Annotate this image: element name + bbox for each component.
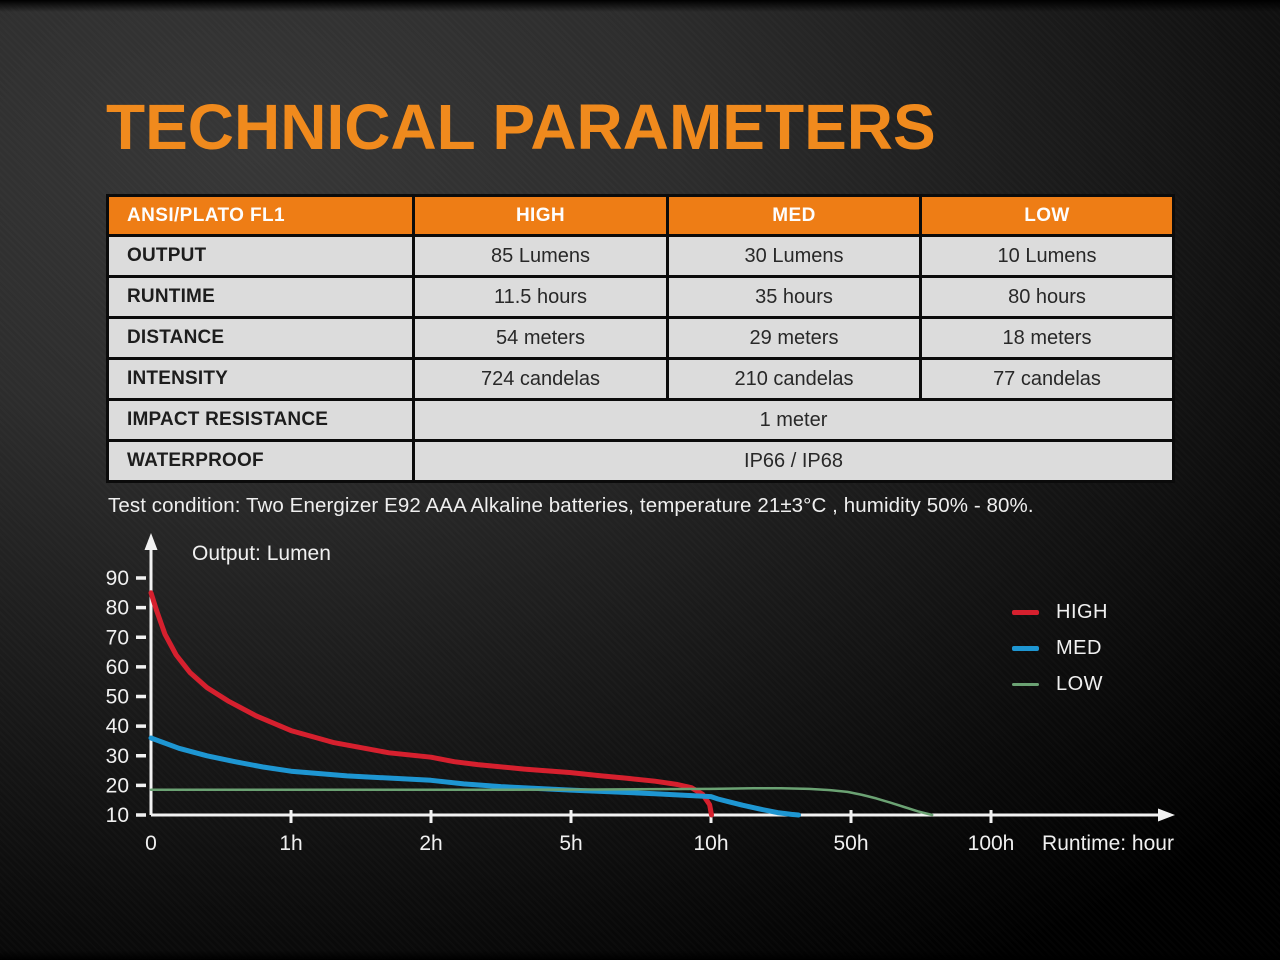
legend-label-med: MED <box>1056 636 1102 659</box>
row-label: IMPACT RESISTANCE <box>106 398 415 442</box>
table-cell: 724 candelas <box>412 357 669 401</box>
table-cell: 10 Lumens <box>919 234 1175 278</box>
y-tick-label: 90 <box>106 567 129 590</box>
page-title: TECHNICAL PARAMETERS <box>106 91 936 163</box>
test-condition-text: Test condition: Two Energizer E92 AAA Al… <box>108 494 1034 517</box>
table-cell: 11.5 hours <box>412 275 669 319</box>
table-header-label: ANSI/PLATO FL1 <box>106 194 415 237</box>
y-tick-label: 30 <box>106 745 129 768</box>
runtime-chart: 10 20 30 40 50 60 70 80 90 0 1h 2h 5h 10h 50h 100h Outpu… <box>106 533 1175 855</box>
x-tick-label: 100h <box>968 832 1015 855</box>
table-cell: 80 hours <box>919 275 1175 319</box>
table-cell-span: IP66 / IP68 <box>412 439 1175 483</box>
x-tick-label: 5h <box>559 832 582 855</box>
y-tick-label: 40 <box>106 715 129 738</box>
legend-swatch-high <box>1012 609 1039 615</box>
x-tick-label: 10h <box>693 832 728 855</box>
table-row-intensity: INTENSITY 724 candelas 210 candelas 77 c… <box>106 357 1175 401</box>
legend-item-med: MED <box>1012 637 1108 659</box>
x-axis-arrow-icon <box>1158 808 1175 822</box>
table-cell: 29 meters <box>666 316 922 360</box>
table-cell: 85 Lumens <box>412 234 669 278</box>
x-axis-title: Runtime: hour <box>1042 832 1174 855</box>
row-label: DISTANCE <box>106 316 415 360</box>
legend-swatch-low <box>1012 682 1039 686</box>
x-tick-label: 2h <box>419 832 442 855</box>
y-tick-label: 50 <box>106 686 129 709</box>
series-line-low <box>149 787 934 817</box>
chart-title: Output: Lumen <box>192 542 331 565</box>
legend-swatch-med <box>1012 645 1039 651</box>
row-label: WATERPROOF <box>106 439 415 483</box>
legend-item-low: LOW <box>1012 673 1108 695</box>
y-tick-label: 70 <box>106 626 129 649</box>
table-header-low: LOW <box>919 194 1175 237</box>
y-axis-arrow-icon <box>144 533 158 550</box>
row-label: RUNTIME <box>106 275 415 319</box>
x-tick-label: 0 <box>145 832 157 855</box>
table-cell-span: 1 meter <box>412 398 1175 442</box>
row-label: INTENSITY <box>106 357 415 401</box>
table-row-output: OUTPUT 85 Lumens 30 Lumens 10 Lumens <box>106 234 1175 278</box>
table-cell: 54 meters <box>412 316 669 360</box>
x-tick-label: 50h <box>833 832 868 855</box>
table-header-row: ANSI/PLATO FL1 HIGH MED LOW <box>106 194 1175 237</box>
chart-legend: HIGH MED LOW <box>1012 601 1108 695</box>
y-tick-label: 20 <box>106 774 129 797</box>
table-cell: 30 Lumens <box>666 234 922 278</box>
x-tick-label: 1h <box>279 832 302 855</box>
table-cell: 35 hours <box>666 275 922 319</box>
y-tick-label: 60 <box>106 656 129 679</box>
table-row-runtime: RUNTIME 11.5 hours 35 hours 80 hours <box>106 275 1175 319</box>
legend-item-high: HIGH <box>1012 601 1108 623</box>
y-tick-label: 80 <box>106 597 129 620</box>
series-line-med <box>148 735 801 818</box>
table-cell: 18 meters <box>919 316 1175 360</box>
table-row-impact-resistance: IMPACT RESISTANCE 1 meter <box>106 398 1175 442</box>
table-cell: 210 candelas <box>666 357 922 401</box>
table-header-med: MED <box>666 194 922 237</box>
table-cell: 77 candelas <box>919 357 1175 401</box>
table-row-waterproof: WATERPROOF IP66 / IP68 <box>106 439 1175 483</box>
table-header-high: HIGH <box>412 194 669 237</box>
row-label: OUTPUT <box>106 234 415 278</box>
legend-label-low: LOW <box>1056 672 1104 695</box>
technical-parameters-table: ANSI/PLATO FL1 HIGH MED LOW OUTPUT 85 Lu… <box>106 194 1175 483</box>
y-tick-label: 10 <box>106 804 129 827</box>
table-row-distance: DISTANCE 54 meters 29 meters 18 meters <box>106 316 1175 360</box>
legend-label-high: HIGH <box>1056 600 1108 623</box>
series-line-high <box>148 590 714 818</box>
